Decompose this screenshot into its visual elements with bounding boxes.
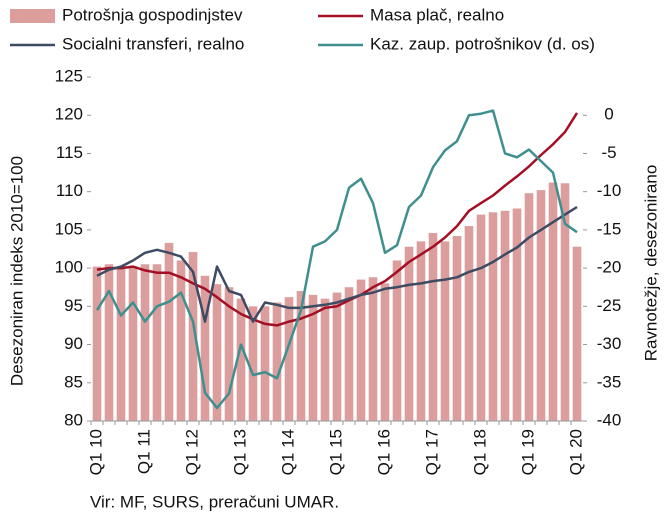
bar — [404, 246, 414, 421]
legend-label: Masa plač, realno — [370, 5, 504, 24]
bar — [380, 283, 390, 421]
bar — [224, 287, 234, 421]
bar — [464, 226, 474, 421]
bar — [428, 232, 438, 421]
y-tick-label: 105 — [55, 219, 83, 238]
line — [96, 205, 578, 323]
y-tick-label: 125 — [55, 66, 83, 85]
x-tick-label: Q1 15 — [326, 429, 345, 475]
bar — [308, 294, 318, 421]
bar — [188, 252, 198, 421]
bar — [548, 182, 558, 421]
bar — [236, 298, 246, 421]
x-tick-label: Q1 17 — [422, 429, 441, 475]
y2-tick-label: -35 — [597, 372, 622, 391]
bar — [452, 236, 462, 421]
y-tick-label: 80 — [64, 410, 83, 429]
bar — [212, 284, 222, 421]
y-tick-label: 90 — [64, 334, 83, 353]
bar — [104, 264, 114, 421]
bar — [176, 260, 186, 421]
bar — [140, 264, 150, 421]
bar — [248, 306, 258, 421]
bar — [392, 260, 402, 421]
bar — [164, 242, 174, 421]
bar — [296, 291, 306, 421]
line — [95, 109, 578, 410]
bar — [152, 264, 162, 421]
bar — [524, 193, 534, 421]
legend-label: Socialni transferi, realno — [62, 34, 244, 53]
y2-tick-label: 0 — [604, 105, 613, 124]
y2-tick-label: -20 — [597, 258, 622, 277]
bar — [92, 266, 102, 421]
x-tick-label: Q1 12 — [182, 429, 201, 475]
bar — [440, 241, 450, 421]
y-tick-label: 100 — [55, 258, 83, 277]
bar — [272, 302, 282, 421]
y-tick-label: 115 — [56, 143, 83, 162]
source: Vir: MF, SURS, preračuni UMAR. — [90, 492, 339, 511]
y2-tick-label: -5 — [601, 143, 616, 162]
y2-tick-label: -15 — [597, 219, 622, 238]
bar — [368, 277, 378, 421]
legend-swatch — [10, 9, 55, 23]
bar — [572, 246, 582, 421]
y-tick-label: 120 — [55, 105, 83, 124]
y-axis-label: Desezoniran indeks 2010=100 — [7, 156, 26, 386]
bar — [512, 208, 522, 421]
bar — [344, 287, 354, 421]
x-tick-label: Q1 13 — [230, 429, 249, 475]
y2-tick-label: -30 — [597, 334, 622, 353]
bar — [560, 183, 570, 421]
legend-label: Kaz. zaup. potrošnikov (d. os) — [370, 34, 595, 53]
x-tick-label: Q1 20 — [566, 429, 585, 475]
bar — [116, 268, 126, 421]
y-tick-label: 110 — [56, 181, 83, 200]
legend-label: Potrošnja gospodinjstev — [62, 5, 243, 24]
y2-axis-label: Ravnotežje, desezonirano — [641, 165, 660, 362]
y-tick-label: 85 — [64, 372, 83, 391]
bar — [356, 279, 366, 421]
x-tick-label: Q1 14 — [278, 429, 297, 475]
bar — [536, 190, 546, 421]
bar — [476, 214, 486, 421]
y2-tick-label: -40 — [597, 410, 622, 429]
bar — [320, 298, 330, 421]
bar — [500, 210, 510, 421]
bar — [416, 241, 426, 421]
y2-tick-label: -10 — [597, 181, 622, 200]
x-tick-label: Q1 19 — [518, 429, 537, 475]
x-tick-label: Q1 16 — [374, 429, 393, 475]
bar — [128, 266, 138, 421]
y2-tick-label: -25 — [597, 296, 622, 315]
x-tick-label: Q1 11 — [134, 429, 153, 474]
bar — [488, 212, 498, 421]
y-tick-label: 95 — [64, 296, 83, 315]
x-tick-label: Q1 18 — [470, 429, 489, 475]
bar — [284, 297, 294, 421]
bar — [260, 306, 270, 421]
bar — [200, 275, 210, 421]
bar — [332, 292, 342, 421]
line — [96, 112, 579, 327]
x-tick-label: Q1 10 — [86, 429, 105, 475]
